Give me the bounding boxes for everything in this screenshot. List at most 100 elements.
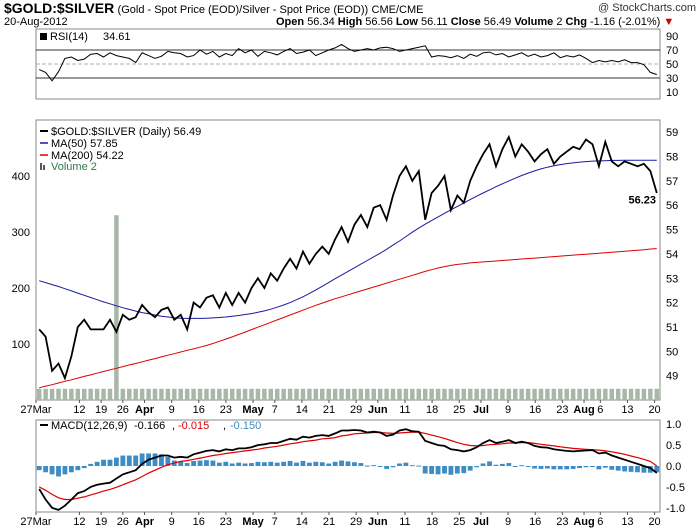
high-label: High	[337, 16, 363, 28]
signal-legend-value: -0.015	[178, 420, 209, 432]
histogram-bar	[557, 466, 563, 470]
macd-legend-label: MACD(12,26,9)	[51, 420, 127, 432]
price-tick-label: 57	[666, 176, 678, 188]
histogram-bar	[545, 466, 550, 469]
price-tick-label: 51	[666, 322, 678, 334]
histogram-bar	[480, 463, 486, 466]
volume-bar	[358, 388, 364, 400]
macd-legend-sep1: ,	[172, 420, 175, 432]
volume-bar	[204, 388, 209, 400]
x-tick-label: May	[242, 516, 264, 528]
symbol: $GOLD:$SILVER	[4, 0, 115, 16]
histogram-bar	[564, 466, 570, 470]
volume-bar	[94, 388, 100, 400]
histogram-bar	[654, 466, 660, 473]
volume-bar	[274, 388, 280, 400]
histogram-bar	[249, 463, 254, 466]
volume-bar	[320, 388, 325, 400]
x-tick-label: 9	[505, 404, 511, 416]
x-tick-label: 6	[597, 516, 603, 528]
ma200-line	[39, 248, 657, 389]
x-tick-label: 18	[426, 404, 438, 416]
histogram-bar	[339, 460, 344, 466]
x-tick-label: 21	[323, 516, 335, 528]
histogram-bar	[229, 463, 235, 466]
volume-bar	[377, 388, 383, 400]
credit[interactable]: @ StockCharts.com	[598, 2, 696, 14]
x-tick-label: 16	[529, 404, 541, 416]
volume-bar	[332, 388, 338, 400]
x-tick-label: 19	[95, 404, 107, 416]
histogram-bar	[306, 462, 312, 466]
volume-bar	[538, 388, 544, 400]
histogram-bar	[551, 466, 557, 470]
x-tick-label: 9	[169, 516, 175, 528]
histogram-bar	[461, 466, 467, 474]
histogram-bar	[358, 463, 364, 466]
histogram-bar	[326, 463, 332, 466]
volume-bar	[268, 388, 274, 400]
volume-bar	[339, 388, 344, 400]
histogram-bar	[493, 464, 499, 466]
stockcharts-credit[interactable]: @ StockCharts.com	[598, 2, 696, 14]
volume-bar	[654, 388, 660, 400]
volume-bar	[564, 388, 569, 400]
histogram-bar	[647, 466, 653, 473]
x-tick-label: Apr	[135, 404, 155, 416]
volume-bar	[545, 388, 550, 400]
x-tick-label: 14	[296, 516, 308, 528]
volume-bar	[114, 215, 119, 400]
x-tick-label: May	[242, 404, 264, 416]
histogram-bar	[133, 455, 139, 466]
volume-bar	[101, 388, 106, 400]
volume-bar	[371, 388, 376, 400]
volume-bar	[139, 388, 145, 400]
histogram-bar	[467, 466, 473, 471]
x-tick-label: 21	[323, 404, 335, 416]
x-tick-label: 9	[169, 404, 175, 416]
volume-bar	[641, 388, 647, 400]
histogram-bar	[152, 453, 158, 466]
histogram-bar	[236, 462, 242, 466]
volume-bar	[448, 388, 454, 400]
volume-bar	[577, 388, 582, 400]
volume-bar	[590, 388, 595, 400]
histogram-bar	[538, 466, 544, 469]
volume-bar	[56, 388, 61, 400]
x-tick-label: Aug	[573, 516, 594, 528]
volume-bar	[75, 388, 81, 400]
x-tick-label: Jun	[368, 516, 388, 528]
x-tick-label: 7	[272, 404, 278, 416]
volume-bar	[525, 388, 531, 400]
histogram-bar	[139, 453, 145, 466]
macd-histogram	[36, 453, 660, 477]
volume-legend-swatch-a	[40, 163, 42, 170]
histogram-bar	[570, 466, 576, 469]
rsi-legend-value: 34.61	[103, 31, 131, 43]
price-tick-label: 53	[666, 273, 678, 285]
histogram-bar	[268, 461, 274, 466]
volume-bar	[513, 388, 518, 400]
x-tick-label: 29	[350, 404, 362, 416]
volume-bar	[255, 388, 261, 400]
volume-bar	[229, 388, 235, 400]
x-tick-label: 26	[117, 516, 129, 528]
volume-bar	[570, 388, 576, 400]
volume-bar	[184, 388, 190, 400]
price-tick-label: 58	[666, 152, 678, 164]
histogram-bar	[487, 461, 492, 466]
volume-bar	[249, 388, 254, 400]
volume-bar	[165, 388, 171, 400]
histogram-bar	[532, 466, 537, 469]
signal-line	[38, 431, 658, 501]
rsi-tick-label: 10	[666, 87, 678, 99]
ma200-legend-label: MA(200) 54.22	[51, 150, 124, 162]
histogram-bar	[590, 466, 595, 467]
volume-bar	[300, 388, 306, 400]
x-tick-label: 23	[220, 404, 232, 416]
x-tick-label: Jun	[368, 404, 388, 416]
volume-bar	[500, 388, 505, 400]
volume-bar	[519, 388, 524, 400]
volume-bar	[69, 388, 74, 400]
volume-bar	[345, 388, 351, 400]
